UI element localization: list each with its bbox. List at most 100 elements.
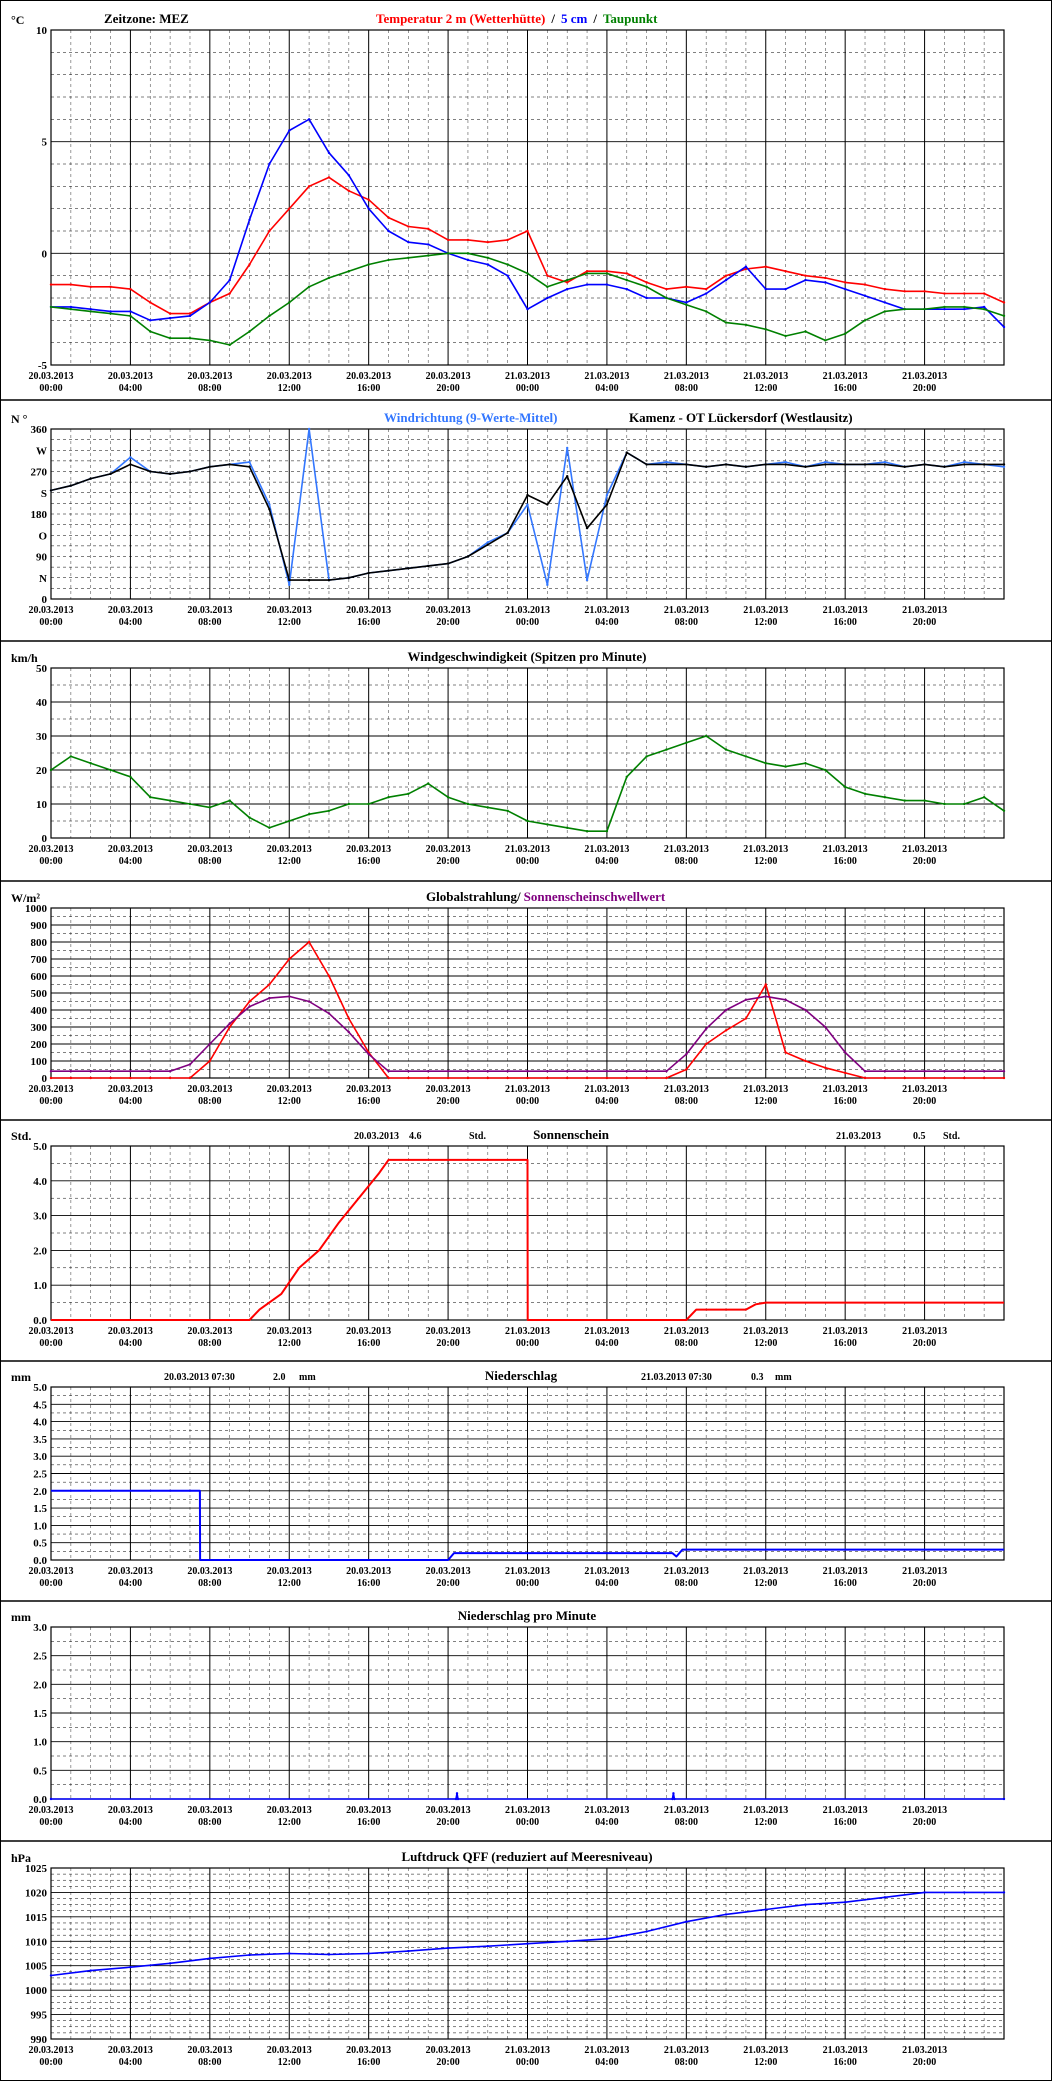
- data-point: [1002, 325, 1006, 329]
- data-point: [784, 334, 787, 338]
- data-point: [149, 1070, 152, 1073]
- data-point: [69, 1076, 73, 1080]
- x-tick-time: 00:00: [516, 383, 539, 394]
- x-tick-time: 12:00: [278, 2057, 301, 2068]
- data-point: [963, 802, 966, 806]
- x-tick-date: 20.03.2013: [108, 605, 153, 616]
- x-tick-time: 00:00: [516, 856, 539, 867]
- y-tick-label: 20: [36, 765, 48, 777]
- x-tick-date: 21.03.2013: [743, 371, 788, 382]
- data-point: [645, 281, 648, 284]
- y-tick-label: W: [36, 445, 47, 457]
- x-tick-time: 16:00: [357, 1096, 380, 1107]
- data-point: [347, 270, 351, 273]
- data-point: [566, 287, 569, 291]
- y-tick-label: 0.5: [33, 1765, 47, 1777]
- data-point: [863, 792, 867, 795]
- x-tick-time: 16:00: [833, 2057, 856, 2068]
- data-point: [744, 755, 748, 758]
- x-tick-date: 20.03.2013: [426, 371, 471, 382]
- x-tick-time: 20:00: [913, 1096, 936, 1107]
- data-point: [248, 263, 251, 266]
- data-point: [903, 307, 906, 311]
- data-point: [923, 1891, 926, 1894]
- data-point: [982, 796, 986, 799]
- x-tick-date: 20.03.2013: [187, 1805, 232, 1816]
- chart-wind_direction: 360 W 270 S 180 O 90 N 0 N ° Windrichtung (9-Werte…: [1, 410, 1051, 642]
- data-point: [288, 207, 291, 210]
- data-point: [546, 823, 549, 826]
- y-tick-label: -5: [38, 360, 48, 372]
- y-tick-label: 270: [31, 467, 48, 479]
- x-tick-time: 12:00: [754, 1096, 777, 1107]
- summary-date: 21.03.2013 07:30: [641, 1372, 712, 1383]
- data-point: [625, 451, 628, 454]
- x-tick-time: 08:00: [198, 856, 221, 867]
- data-point: [307, 813, 311, 816]
- data-point: [327, 176, 331, 179]
- data-point: [268, 826, 271, 829]
- y-tick-label: 0.0: [33, 1555, 47, 1567]
- data-point: [347, 802, 351, 806]
- x-tick-date: 21.03.2013: [664, 2045, 709, 2056]
- data-point: [645, 1930, 648, 1933]
- x-tick-time: 12:00: [278, 1096, 301, 1107]
- data-point: [943, 305, 946, 309]
- y-tick-label: 1.5: [33, 1503, 47, 1515]
- data-point: [486, 240, 489, 244]
- data-point: [307, 578, 311, 582]
- x-tick-time: 12:00: [754, 1817, 777, 1828]
- data-point: [188, 337, 192, 340]
- data-point: [49, 1974, 53, 1977]
- data-point: [347, 173, 351, 177]
- data-point: [546, 1076, 549, 1080]
- data-point: [69, 1070, 73, 1073]
- data-point: [1002, 463, 1006, 466]
- data-point: [149, 796, 152, 799]
- data-point: [883, 310, 887, 313]
- data-point: [1002, 1891, 1006, 1894]
- data-point: [804, 762, 807, 765]
- x-tick-date: 20.03.2013: [426, 844, 471, 855]
- data-point: [427, 227, 430, 230]
- data-point: [208, 301, 212, 304]
- data-point: [843, 332, 847, 335]
- x-tick-time: 12:00: [278, 383, 301, 394]
- y-tick-label: 5: [42, 137, 48, 149]
- y-tick-label: 0: [42, 1073, 48, 1085]
- data-point: [49, 1070, 53, 1073]
- y-tick-label: 40: [36, 697, 48, 709]
- x-tick-date: 20.03.2013: [426, 1084, 471, 1095]
- data-point: [943, 802, 946, 806]
- data-point: [188, 1063, 192, 1066]
- unit-label: km/h: [11, 651, 38, 665]
- data-point: [764, 1908, 767, 1911]
- data-point: [466, 252, 470, 255]
- data-point: [903, 1070, 906, 1073]
- y-tick-label: 1005: [25, 1961, 48, 1973]
- data-point: [307, 285, 311, 289]
- data-point: [446, 1076, 450, 1080]
- data-point: [486, 263, 489, 266]
- x-tick-time: 20:00: [913, 617, 936, 628]
- data-point: [526, 1942, 529, 1945]
- x-tick-date: 21.03.2013: [823, 844, 868, 855]
- data-point: [367, 1053, 370, 1056]
- x-tick-date: 21.03.2013: [743, 605, 788, 616]
- data-point: [347, 1017, 351, 1020]
- chart-precipitation_per_minute: 0.0 0.5 1.0 1.5 2.0 2.5 3.0mm Niederschlag pro …: [1, 1608, 1051, 1842]
- x-tick-date: 20.03.2013: [187, 1084, 232, 1095]
- x-tick-date: 20.03.2013: [187, 844, 232, 855]
- data-point: [109, 472, 112, 476]
- data-point: [288, 301, 291, 304]
- x-tick-time: 00:00: [516, 1817, 539, 1828]
- title-part: Sonnenscheinschwellwert: [524, 889, 666, 904]
- x-tick-time: 04:00: [595, 1817, 618, 1828]
- data-point: [982, 463, 986, 466]
- x-tick-date: 21.03.2013: [584, 1326, 629, 1337]
- x-tick-time: 16:00: [357, 856, 380, 867]
- data-point: [764, 328, 767, 331]
- data-point: [724, 321, 728, 324]
- x-tick-time: 16:00: [833, 1817, 856, 1828]
- data-point: [526, 229, 529, 233]
